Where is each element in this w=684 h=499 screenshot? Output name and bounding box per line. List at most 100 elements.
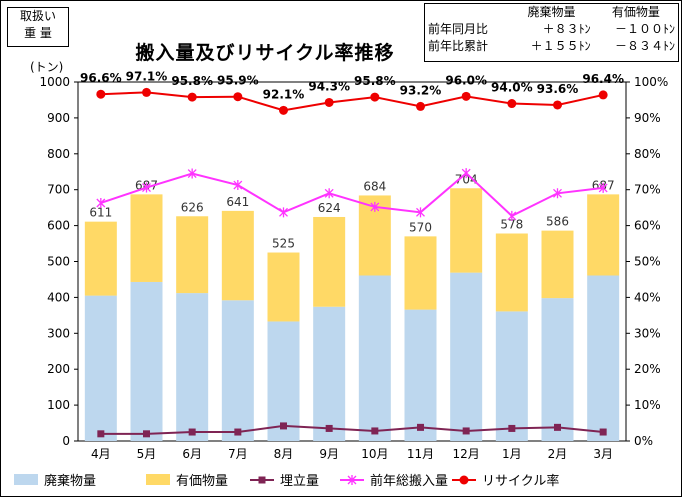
legend-marker: [459, 475, 469, 485]
x-tick-label: 2月: [548, 447, 568, 461]
bar-valuable: [495, 233, 528, 312]
y2-tick-label: 80%: [634, 147, 661, 161]
total-label: 570: [409, 220, 432, 234]
recycle-point: [324, 97, 334, 107]
y2-tick-label: 10%: [634, 398, 661, 412]
bar-waste: [495, 311, 528, 441]
summary-row-label: 前年比累計: [428, 39, 489, 53]
chart-title: 搬入量及びリサイクル率推移: [135, 42, 395, 64]
prev-total-point: [553, 188, 562, 199]
y-tick-label: 600: [47, 219, 70, 233]
bar-valuable: [541, 230, 574, 299]
summary-header-waste: 廃棄物量: [527, 5, 576, 19]
x-tick-label: 11月: [407, 447, 434, 461]
recycle-point: [142, 87, 151, 97]
prev-total-point: [142, 182, 151, 193]
recycle-label: 95.8%: [354, 74, 396, 88]
bar-valuable: [221, 210, 254, 301]
y-tick-label: 900: [47, 111, 70, 125]
label-line-1: 取扱い: [19, 9, 56, 23]
prev-total-point: [416, 207, 425, 218]
x-tick-label: 10月: [361, 447, 388, 461]
recycle-label: 95.8%: [171, 74, 213, 88]
bar-valuable: [404, 236, 437, 310]
recycle-label: 94.3%: [308, 79, 350, 93]
y2-tick-label: 100%: [634, 75, 668, 89]
total-label: 525: [272, 237, 295, 251]
y-tick-label: 0: [62, 434, 70, 448]
bar-waste: [450, 272, 483, 441]
landfill-point: [97, 430, 105, 438]
bar-valuable: [130, 194, 163, 282]
bar-valuable: [84, 221, 117, 296]
y2-tick-label: 50%: [634, 255, 661, 269]
prev-total-point: [461, 168, 471, 179]
total-label: 624: [318, 201, 341, 215]
y-tick-label: 300: [47, 326, 70, 340]
bar-waste: [587, 275, 620, 441]
summary-value: －１００ﾄﾝ: [614, 22, 675, 36]
bar-waste: [221, 300, 254, 441]
x-tick-label: 5月: [137, 447, 157, 461]
y2-tick-label: 30%: [634, 326, 661, 340]
bar-valuable: [587, 194, 620, 276]
prev-total-point: [324, 188, 334, 199]
x-tick-label: 1月: [502, 447, 522, 461]
recycle-label: 97.1%: [126, 69, 168, 83]
recycle-label: 96.6%: [80, 71, 122, 85]
total-label: 611: [89, 206, 112, 220]
landfill-point: [554, 423, 561, 431]
total-label: 641: [226, 195, 249, 209]
prev-total-point: [370, 201, 380, 212]
bar-waste: [313, 306, 346, 441]
legend-marker: [347, 475, 357, 485]
y-tick-label: 400: [47, 290, 70, 304]
recycle-label: 92.1%: [263, 87, 305, 101]
x-tick-label: 9月: [319, 447, 339, 461]
bar-valuable: [313, 216, 346, 307]
y-tick-label: 1000: [39, 75, 70, 89]
recycle-point: [416, 101, 425, 111]
recycle-label: 96.0%: [445, 73, 487, 87]
recycle-label: 96.4%: [582, 72, 624, 86]
bar-waste: [358, 275, 391, 441]
recycle-label: 93.6%: [537, 82, 579, 96]
recycle-point: [461, 91, 471, 101]
landfill-point: [325, 424, 333, 432]
x-tick-label: 12月: [453, 447, 480, 461]
landfill-point: [462, 427, 470, 435]
landfill-point: [508, 424, 516, 432]
y-tick-label: 100: [47, 398, 70, 412]
x-tick-label: 4月: [91, 447, 111, 461]
recycle-label: 94.0%: [491, 81, 533, 95]
landfill-point: [371, 427, 379, 435]
prev-total-point: [233, 180, 243, 191]
prev-total-point: [96, 197, 106, 208]
y2-tick-label: 70%: [634, 183, 661, 197]
recycle-point: [553, 100, 562, 110]
total-label: 578: [500, 217, 523, 231]
total-label: 684: [363, 179, 386, 193]
landfill-point: [234, 428, 242, 436]
y-tick-label: 700: [47, 183, 70, 197]
legend-label: 廃棄物量: [44, 473, 96, 489]
y-axis-unit: (トン): [30, 60, 64, 74]
legend-label: 埋立量: [280, 474, 319, 489]
recycle-label: 93.2%: [400, 83, 442, 97]
landfill-point: [188, 428, 196, 436]
y2-tick-label: 60%: [634, 219, 661, 233]
landfill-point: [599, 428, 607, 436]
bar-waste: [404, 309, 437, 441]
legend-label: 前年総搬入量: [370, 473, 448, 489]
bar-waste: [176, 293, 209, 441]
bar-valuable: [450, 188, 483, 273]
y-tick-label: 500: [47, 255, 70, 269]
landfill-point: [143, 430, 150, 438]
y2-tick-label: 40%: [634, 290, 661, 304]
y-tick-label: 200: [47, 362, 70, 376]
recycle-point: [370, 92, 380, 102]
y2-tick-label: 90%: [634, 111, 661, 125]
recycle-point: [96, 89, 106, 99]
x-tick-label: 8月: [274, 447, 294, 461]
